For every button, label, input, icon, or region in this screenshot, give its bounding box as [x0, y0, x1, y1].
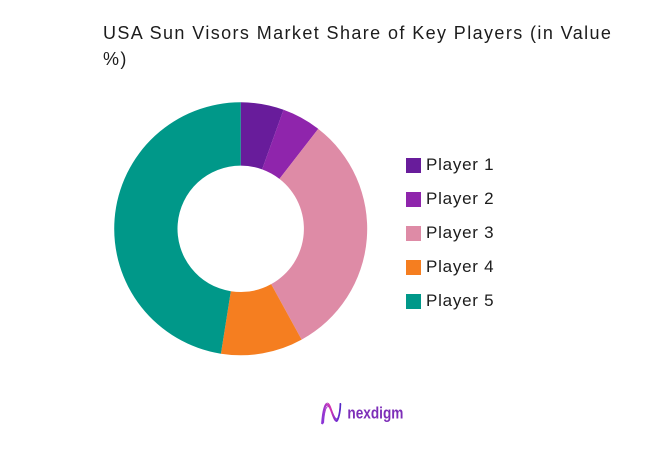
svg-text:nexdigm: nexdigm [347, 403, 403, 422]
